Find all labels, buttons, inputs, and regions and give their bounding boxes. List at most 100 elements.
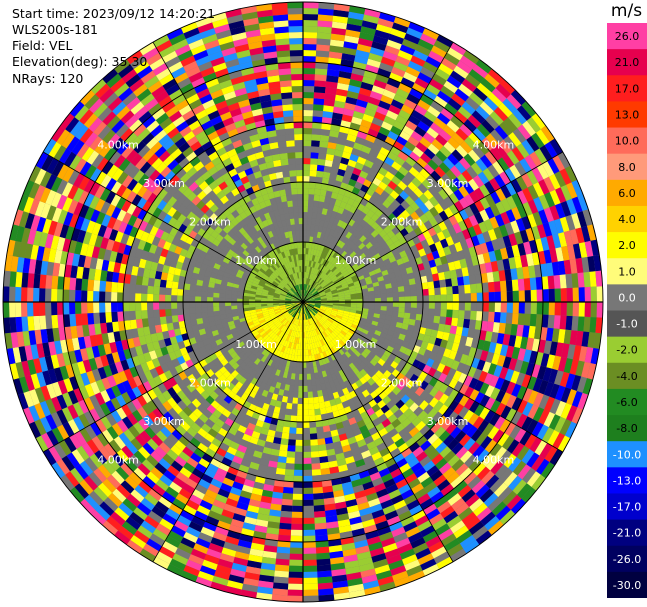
velocity-gate [285, 341, 291, 348]
velocity-gate [310, 439, 319, 446]
velocity-gate [450, 165, 462, 178]
velocity-gate [338, 408, 347, 417]
velocity-gate [174, 455, 187, 468]
velocity-gate [426, 465, 439, 477]
velocity-gate [57, 209, 68, 225]
velocity-gate [479, 382, 490, 395]
velocity-gate [82, 231, 92, 245]
velocity-gate [54, 249, 63, 264]
velocity-gate [543, 381, 555, 397]
velocity-gate [406, 93, 420, 105]
velocity-gate [395, 275, 403, 283]
velocity-gate [183, 256, 191, 265]
velocity-gate [428, 288, 435, 296]
velocity-gate [278, 370, 285, 378]
velocity-gate [361, 164, 372, 174]
velocity-gate [450, 233, 460, 244]
velocity-gate [414, 277, 422, 285]
velocity-gate [93, 280, 101, 292]
velocity-gate [359, 376, 368, 385]
velocity-gate [268, 423, 277, 432]
velocity-gate [133, 530, 150, 544]
velocity-gate [461, 364, 472, 376]
velocity-gate [250, 542, 265, 551]
velocity-gate [320, 302, 327, 305]
velocity-gate [166, 273, 174, 282]
velocity-gate [428, 259, 437, 268]
velocity-gate [336, 82, 350, 91]
velocity-gate [420, 94, 434, 106]
velocity-gate [416, 295, 423, 302]
velocity-gate [105, 312, 113, 323]
velocity-gate [250, 355, 258, 363]
velocity-gate [428, 336, 437, 345]
velocity-gate [257, 353, 265, 361]
velocity-gate [303, 182, 310, 189]
velocity-gate [379, 265, 388, 272]
velocity-gate [173, 267, 182, 276]
velocity-gate [465, 256, 474, 268]
velocity-gate [161, 491, 176, 504]
velocity-gate [113, 331, 122, 342]
velocity-gate [100, 322, 108, 334]
velocity-gate [341, 259, 348, 266]
velocity-gate [192, 266, 201, 275]
velocity-gate [291, 348, 296, 356]
velocity-gate [488, 68, 504, 84]
velocity-gate [368, 168, 378, 178]
velocity-gate [450, 115, 464, 129]
velocity-gate [380, 342, 389, 350]
velocity-gate [351, 334, 359, 341]
velocity-gate [36, 245, 45, 261]
velocity-gate [287, 315, 293, 322]
velocity-gate [316, 365, 322, 373]
velocity-gate [178, 435, 190, 447]
velocity-gate [289, 310, 295, 315]
velocity-gate [303, 433, 311, 440]
velocity-gate [303, 553, 317, 560]
velocity-gate [264, 397, 272, 405]
velocity-gate [12, 347, 22, 364]
velocity-gate [543, 249, 552, 264]
velocity-gate [415, 420, 427, 432]
velocity-gate [201, 291, 208, 297]
velocity-gate [451, 458, 465, 472]
velocity-gate [344, 292, 351, 296]
velocity-gate [320, 128, 331, 137]
velocity-gate [308, 182, 316, 189]
velocity-gate [241, 323, 249, 329]
velocity-gate [180, 537, 196, 549]
velocity-gate [366, 407, 375, 417]
velocity-gate [409, 337, 418, 346]
velocity-gate [157, 355, 166, 366]
velocity-gate [175, 334, 184, 343]
velocity-gate [366, 58, 381, 69]
velocity-gate [470, 428, 483, 442]
velocity-gate [10, 332, 19, 348]
velocity-gate [91, 435, 104, 451]
velocity-gate [362, 481, 374, 491]
velocity-gate [250, 285, 258, 290]
velocity-gate [187, 373, 197, 384]
velocity-gate [142, 212, 153, 224]
velocity-gate [107, 260, 116, 272]
velocity-gate [338, 275, 345, 281]
velocity-gate [204, 418, 215, 429]
velocity-gate [283, 340, 288, 347]
velocity-gate [549, 341, 558, 356]
velocity-gate [505, 345, 515, 358]
velocity-gate [81, 313, 89, 326]
velocity-gate [40, 203, 51, 219]
velocity-gate [313, 98, 325, 106]
velocity-gate [414, 125, 427, 137]
velocity-gate [280, 307, 287, 311]
velocity-gate [283, 312, 290, 318]
velocity-gate [233, 354, 241, 363]
velocity-gate [504, 323, 512, 335]
velocity-gate [360, 568, 376, 578]
velocity-gate [443, 434, 455, 447]
velocity-gate [83, 475, 98, 491]
velocity-gate [150, 466, 164, 480]
velocity-gate [255, 304, 262, 308]
velocity-gate [279, 407, 287, 415]
